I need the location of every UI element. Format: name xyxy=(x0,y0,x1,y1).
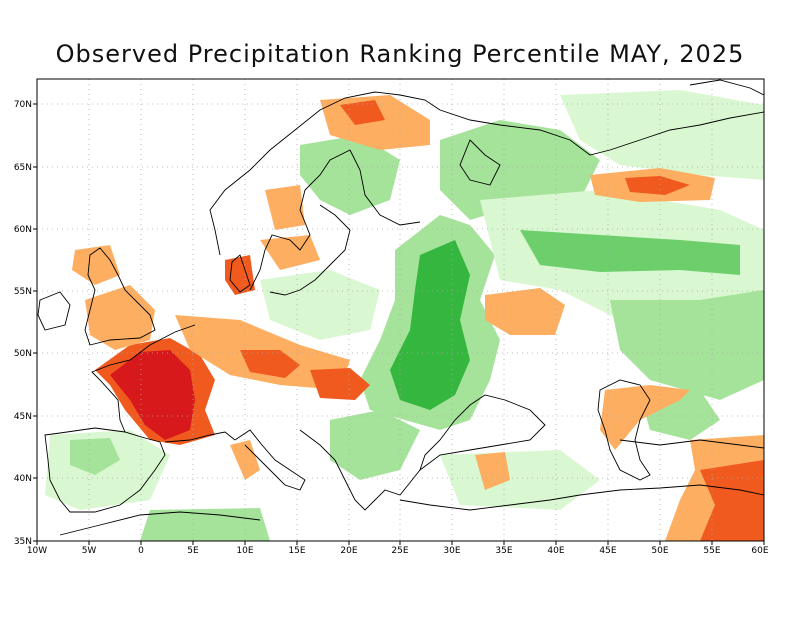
lon-label: 55E xyxy=(703,546,720,556)
lon-label: 40E xyxy=(547,546,564,556)
dry-region-russia-north-core xyxy=(625,176,690,195)
dry-region-britain-north xyxy=(72,245,120,285)
wet-region-arctic-coast xyxy=(560,90,764,180)
dry-region-russia-central xyxy=(485,288,565,335)
lon-label: 10E xyxy=(236,546,253,556)
map-title: Observed Precipitation Ranking Percentil… xyxy=(55,40,745,68)
tick-marks xyxy=(33,103,765,545)
dry-region-turkey-east xyxy=(475,452,510,490)
wet-region-north-africa xyxy=(140,508,270,541)
lat-label: 45N xyxy=(14,412,32,422)
lon-label: 15E xyxy=(288,546,305,556)
extremely-dry-region-france xyxy=(110,350,195,440)
wet-region-russia-core xyxy=(520,230,740,275)
lon-label: 10W xyxy=(27,546,47,556)
dry-region-britain xyxy=(85,285,155,350)
dry-region-lapland-core xyxy=(340,100,385,125)
coastlines xyxy=(37,79,764,536)
lon-label: 50E xyxy=(651,546,668,556)
lon-label: 5W xyxy=(82,546,97,556)
lon-label: 60E xyxy=(751,546,768,556)
lat-label: 40N xyxy=(14,474,32,484)
wet-region-kazakhstan xyxy=(610,290,764,400)
lon-label: 25E xyxy=(391,546,408,556)
wet-region-central-europe xyxy=(260,270,380,340)
dry-region-norway-south xyxy=(265,185,305,230)
lon-label: 35E xyxy=(495,546,512,556)
anomaly-shading xyxy=(45,90,764,541)
latitude-labels: 70N 65N 60N 55N 50N 45N 40N 35N xyxy=(14,100,32,547)
wet-region-balkans xyxy=(330,410,420,480)
lat-label: 35N xyxy=(14,537,32,547)
dry-region-hungary xyxy=(310,368,370,400)
wet-region-scandinavia-west xyxy=(300,135,400,215)
dry-region-denmark xyxy=(225,255,255,295)
lon-label: 20E xyxy=(340,546,357,556)
lat-label: 60N xyxy=(14,225,32,235)
lat-label: 55N xyxy=(14,287,32,297)
longitude-labels: 10W 5W 0 5E 10E 15E 20E 25E 30E 35E 40E … xyxy=(27,546,769,556)
very-dry-region-middle-east xyxy=(700,460,764,541)
wet-region-iberia-core xyxy=(70,438,120,475)
lon-label: 5E xyxy=(187,546,199,556)
lon-label: 30E xyxy=(443,546,460,556)
lat-label: 65N xyxy=(14,163,32,173)
lat-label: 50N xyxy=(14,349,32,359)
lat-label: 70N xyxy=(14,100,32,110)
moderate-dry-region-germany xyxy=(240,350,300,378)
wet-region-turkey xyxy=(440,450,600,510)
lon-label: 45E xyxy=(599,546,616,556)
dry-region-caspian xyxy=(600,385,690,450)
lon-label: 0 xyxy=(138,546,144,556)
very-wet-region-eastern-europe xyxy=(390,240,470,410)
graticule xyxy=(37,79,764,541)
dry-region-sweden-south xyxy=(260,235,320,270)
